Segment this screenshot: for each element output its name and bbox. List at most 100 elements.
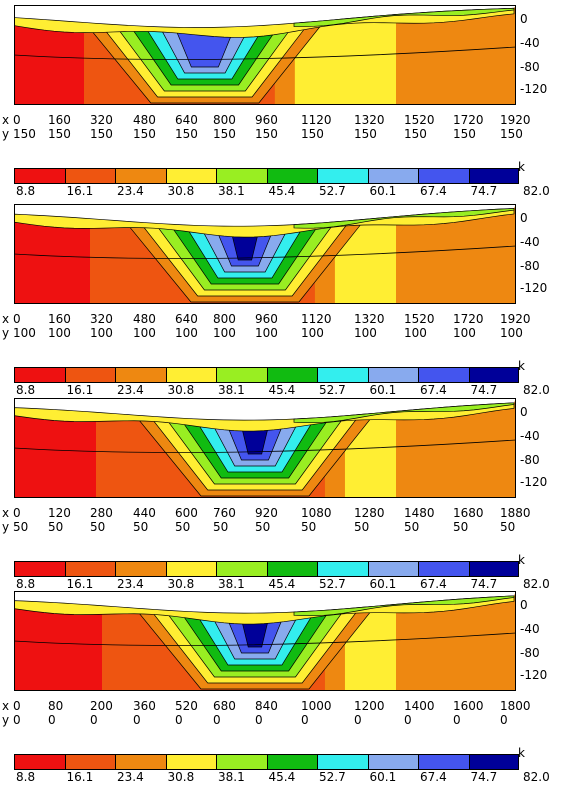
cross-section-svg (14, 591, 516, 691)
sky-above-surface (14, 398, 516, 421)
x-tick-label: 0 (13, 506, 21, 520)
colorbar-tick-label: 23.4 (117, 577, 144, 591)
colorbar-segment (468, 754, 519, 770)
x-axis-ticks: x 0 80 200 360 520 680 840 1000 1200 1400 1600 1800 (0, 699, 531, 713)
x-tick-label: 320 (90, 113, 113, 127)
colorbar-segment (115, 367, 166, 383)
depth-tick-label: -120 (520, 281, 548, 295)
y-tick-label: 150 (255, 127, 278, 141)
depth-tick-label: 0 (520, 211, 528, 225)
sky-above-surface (14, 591, 516, 614)
section-frame (14, 5, 516, 105)
reference-lines (14, 632, 516, 646)
colorbar-tick-label: 38.1 (218, 184, 245, 198)
x-tick-label: 1880 (500, 506, 531, 520)
y-tick-label: 50 (500, 520, 516, 534)
y-tick-label: 100 (133, 326, 156, 340)
x-tick-label: 360 (133, 699, 156, 713)
y-tick-label: 50 (453, 520, 469, 534)
depth-tick-label: -80 (520, 60, 540, 74)
colorbar-segment (14, 561, 65, 577)
x-tick-label: 840 (255, 699, 278, 713)
x-tick-label: 760 (213, 506, 236, 520)
colorbar-unit: k (518, 553, 525, 567)
colorbar-segment (367, 561, 418, 577)
colorbar-segment (367, 754, 418, 770)
depth-tick-label: 0 (520, 598, 528, 612)
y-tick-label: 150 (13, 127, 36, 141)
anomaly-bands (134, 605, 376, 690)
colorbar-segment (266, 168, 317, 184)
y-axis-ticks: y 100 100 100 100 100 100 100 100 100 100 100 100 (0, 326, 530, 340)
colorbar-segment (317, 561, 368, 577)
cross-section-svg (14, 398, 516, 498)
colorbar-tick-label: 38.1 (218, 383, 245, 397)
depth-tick-label: 0 (520, 12, 528, 26)
colorbar-tick-labels: 8.8 16.1 23.4 30.8 38.1 45.4 52.7 60.1 67.4 74.7 8… (0, 577, 581, 591)
x-tick-label: 160 (48, 312, 71, 326)
x-tick-label: 1920 (500, 312, 531, 326)
colorbar-tick-label: 74.7 (470, 770, 498, 784)
x-tick-label: 680 (213, 699, 236, 713)
y-tick-label: 50 (404, 520, 420, 534)
colorbar-tick-label: 23.4 (117, 770, 144, 784)
y-tick-label: 50 (13, 520, 29, 534)
x-axis-prefix: x (2, 699, 10, 713)
x-tick-label: 640 (175, 312, 198, 326)
surface-green-layer (293, 595, 515, 617)
y-tick-label: 100 (404, 326, 427, 340)
colorbar-tick-label: 82.0 (523, 184, 550, 198)
colorbar-tick-label: 30.8 (167, 770, 195, 784)
surface-layers (14, 204, 516, 238)
y-tick-label: 150 (301, 127, 324, 141)
colorbar-segment (317, 754, 368, 770)
x-tick-label: 1400 (404, 699, 435, 713)
reference-lines (14, 46, 516, 60)
y-axis-prefix: y (2, 520, 10, 534)
x-axis-ticks: x 0 160 320 480 640 800 960 1120 1320 1520 1720 1920 (0, 113, 531, 127)
colorbar-segment (367, 168, 418, 184)
surface-green-layer (293, 208, 515, 229)
colorbar (14, 754, 519, 770)
y-tick-label: 0 (404, 713, 412, 727)
colorbar-segment (418, 367, 469, 383)
colorbar-segment (115, 168, 166, 184)
y-tick-label: 150 (213, 127, 236, 141)
y-tick-label: 0 (500, 713, 508, 727)
colorbar-segment (64, 754, 115, 770)
colorbar (14, 561, 519, 577)
surface-layers (14, 5, 516, 38)
y-tick-label: 100 (13, 326, 36, 340)
y-tick-label: 100 (354, 326, 377, 340)
colorbar-tick-label: 60.1 (369, 577, 397, 591)
x-tick-label: 1480 (404, 506, 435, 520)
y-tick-label: 0 (354, 713, 362, 727)
colorbar-tick-label: 8.8 (16, 383, 36, 397)
colorbar-tick-label: 67.4 (420, 184, 447, 198)
colorbar-tick-label: 82.0 (523, 770, 550, 784)
colorbar-segment (216, 367, 267, 383)
x-tick-label: 160 (48, 113, 71, 127)
y-axis-prefix: y (2, 713, 10, 727)
y-tick-label: 50 (255, 520, 271, 534)
y-tick-label: 0 (213, 713, 221, 727)
cross-section (14, 5, 516, 105)
x-tick-label: 0 (13, 699, 21, 713)
colorbar-tick-label: 52.7 (319, 184, 346, 198)
anomaly-bands (124, 218, 366, 303)
surface-yellow-layer (14, 402, 515, 432)
y-tick-label: 100 (500, 326, 523, 340)
y-axis-prefix: y (2, 127, 10, 141)
colorbar-segment (266, 367, 317, 383)
x-tick-label: 520 (175, 699, 198, 713)
colorbar-segment (317, 367, 368, 383)
x-tick-label: 1720 (453, 312, 484, 326)
colorbar-tick-label: 23.4 (117, 184, 144, 198)
colorbar-tick-label: 30.8 (167, 383, 195, 397)
colorbar-tick-label: 74.7 (470, 383, 498, 397)
y-tick-label: 50 (175, 520, 191, 534)
x-tick-label: 640 (175, 113, 198, 127)
colorbar-segment (468, 561, 519, 577)
colorbar (14, 367, 519, 383)
colorbar-segment (115, 561, 166, 577)
